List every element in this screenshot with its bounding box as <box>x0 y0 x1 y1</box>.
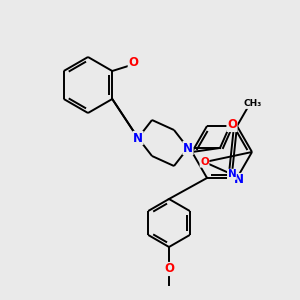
Text: O: O <box>200 157 209 167</box>
Text: O: O <box>164 262 174 275</box>
Text: CH₃: CH₃ <box>244 100 262 109</box>
Text: N: N <box>183 142 193 154</box>
Text: N: N <box>234 173 244 187</box>
Text: O: O <box>128 56 138 70</box>
Text: N: N <box>133 131 143 145</box>
Text: O: O <box>227 118 237 131</box>
Text: N: N <box>228 169 236 179</box>
